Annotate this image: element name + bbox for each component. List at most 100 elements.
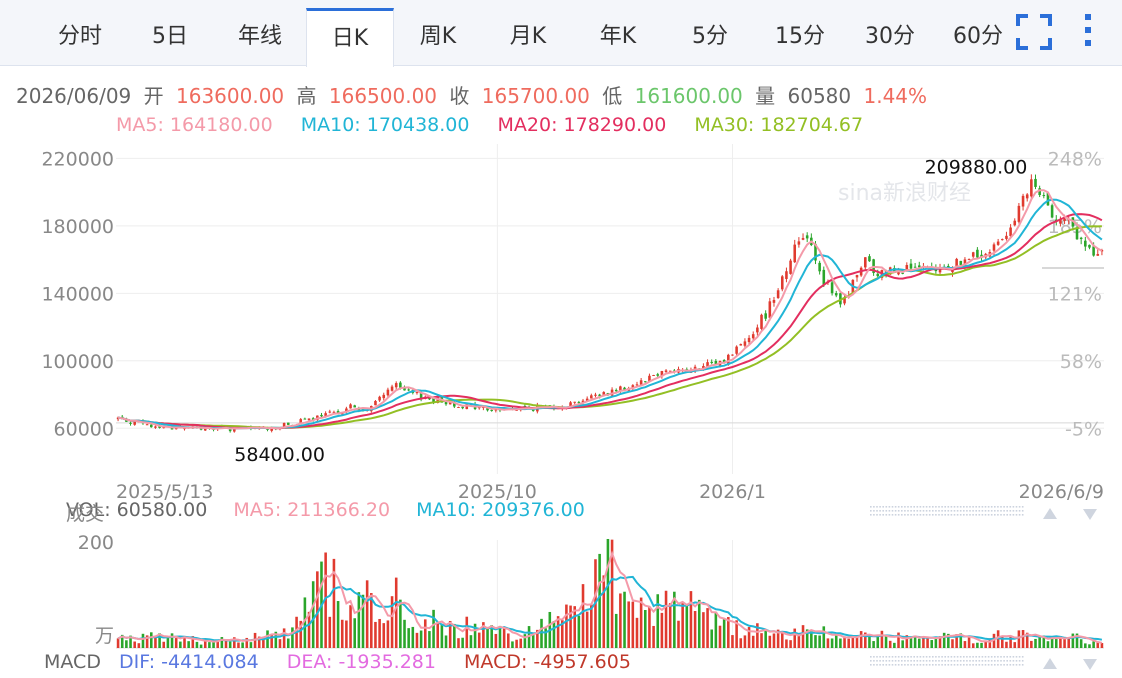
scroll-dot: [913, 510, 915, 512]
candle: [909, 263, 913, 269]
tab-1[interactable]: 5日: [152, 24, 188, 49]
candle: [772, 299, 776, 303]
scroll-dot: [1006, 656, 1008, 658]
candle: [486, 407, 489, 411]
scroll-dot: [950, 660, 953, 662]
tab-8[interactable]: 15分: [775, 24, 825, 49]
more-vertical-icon[interactable]: [1074, 10, 1102, 50]
scroll-dot: [953, 506, 956, 508]
volume-bar: [818, 635, 821, 648]
scroll-dot: [916, 514, 919, 516]
scroll-dot: [1000, 660, 1002, 662]
macd-value-legend: MACD: -4957.605: [464, 651, 631, 673]
macd-up-arrow-icon[interactable]: [1043, 658, 1057, 669]
candle: [598, 394, 601, 397]
volume-bar: [556, 616, 560, 648]
volume-bar: [648, 606, 651, 648]
volume-down-arrow-icon[interactable]: [1083, 509, 1097, 520]
volume-bar: [780, 632, 784, 648]
candle: [967, 259, 971, 261]
candle: [959, 260, 963, 266]
tab-4[interactable]: 周K: [419, 24, 457, 49]
candle: [307, 418, 311, 421]
scroll-dot: [922, 660, 925, 662]
volume-bar: [1092, 641, 1095, 648]
scroll-dot: [894, 506, 897, 508]
candle: [1013, 220, 1017, 226]
scroll-dot: [987, 506, 990, 508]
scroll-dot: [956, 506, 959, 508]
scroll-dot: [879, 656, 881, 658]
ma5-legend: MA5: 164180.00: [116, 114, 273, 136]
volume-bar: [855, 636, 859, 648]
volume-bar: [822, 626, 826, 648]
tab-9[interactable]: 30分: [865, 24, 915, 49]
volume-bar: [245, 637, 249, 648]
fullscreen-icon[interactable]: [1014, 12, 1054, 52]
candle: [590, 395, 593, 399]
volume-bar: [423, 619, 427, 648]
volume-bar: [266, 630, 269, 648]
volume-bar: [340, 619, 344, 648]
watermark-logo: sina新浪财经: [838, 181, 971, 206]
tab-10[interactable]: 60分: [953, 24, 1003, 49]
volume-bar: [1030, 640, 1033, 648]
candle: [760, 314, 763, 329]
scroll-dot: [882, 506, 884, 508]
volume-bar: [1063, 638, 1066, 648]
scroll-dot: [901, 510, 903, 512]
volume-bar: [756, 623, 759, 648]
volume-bar: [469, 635, 473, 648]
volume-legend: VOL: 60580.00 MA5: 211366.20 MA10: 20937…: [66, 499, 605, 521]
volume-bar: [353, 618, 356, 648]
scroll-dot: [953, 664, 956, 666]
scroll-dot: [1003, 506, 1005, 508]
tab-3[interactable]: 日K: [306, 8, 394, 67]
scroll-dot: [919, 660, 922, 662]
candle: [585, 398, 589, 402]
tab-7[interactable]: 5分: [692, 24, 728, 49]
candle: [328, 411, 332, 413]
scroll-dot: [1018, 660, 1021, 662]
candle: [577, 402, 581, 404]
scroll-dot: [876, 664, 878, 666]
scroll-dot: [1003, 664, 1005, 666]
scroll-dot: [922, 506, 925, 508]
scroll-dot: [938, 660, 940, 662]
volume-bar: [386, 620, 390, 648]
bar-date: 2026/06/09: [16, 84, 132, 108]
volume-scroll-handle[interactable]: [870, 506, 1024, 516]
volume-bar: [697, 599, 701, 648]
scroll-dot: [879, 514, 881, 516]
scroll-dot: [956, 664, 959, 666]
macd-scroll-handle[interactable]: [870, 656, 1024, 666]
volume-bar: [839, 638, 842, 648]
scroll-dot: [885, 656, 888, 658]
tab-5[interactable]: 月K: [509, 24, 547, 49]
macd-down-arrow-icon[interactable]: [1083, 659, 1097, 670]
scroll-dot: [956, 656, 959, 658]
tab-2[interactable]: 年线: [237, 24, 282, 49]
scroll-dot: [972, 660, 974, 662]
candle: [390, 386, 394, 391]
scroll-dot: [879, 506, 881, 508]
volume-bar: [170, 633, 174, 648]
candle: [324, 413, 327, 417]
tab-6[interactable]: 年K: [599, 24, 637, 49]
volume-bar: [1100, 642, 1104, 648]
volume-bar: [453, 623, 456, 648]
scroll-dot: [932, 664, 934, 666]
volume-up-arrow-icon[interactable]: [1043, 508, 1057, 519]
scroll-dot: [901, 514, 903, 516]
scroll-dot: [1015, 664, 1018, 666]
volume-bar: [531, 634, 535, 648]
scroll-dot: [997, 514, 999, 516]
scroll-dot: [994, 656, 996, 658]
scroll-dot: [904, 514, 906, 516]
scroll-dot: [975, 656, 977, 658]
volume-bar: [864, 632, 867, 648]
tab-0[interactable]: 分时: [57, 24, 102, 49]
y-pct-tick-label: 121%: [1048, 283, 1102, 305]
volume-ma5-legend: MA5: 211366.20: [233, 499, 391, 521]
